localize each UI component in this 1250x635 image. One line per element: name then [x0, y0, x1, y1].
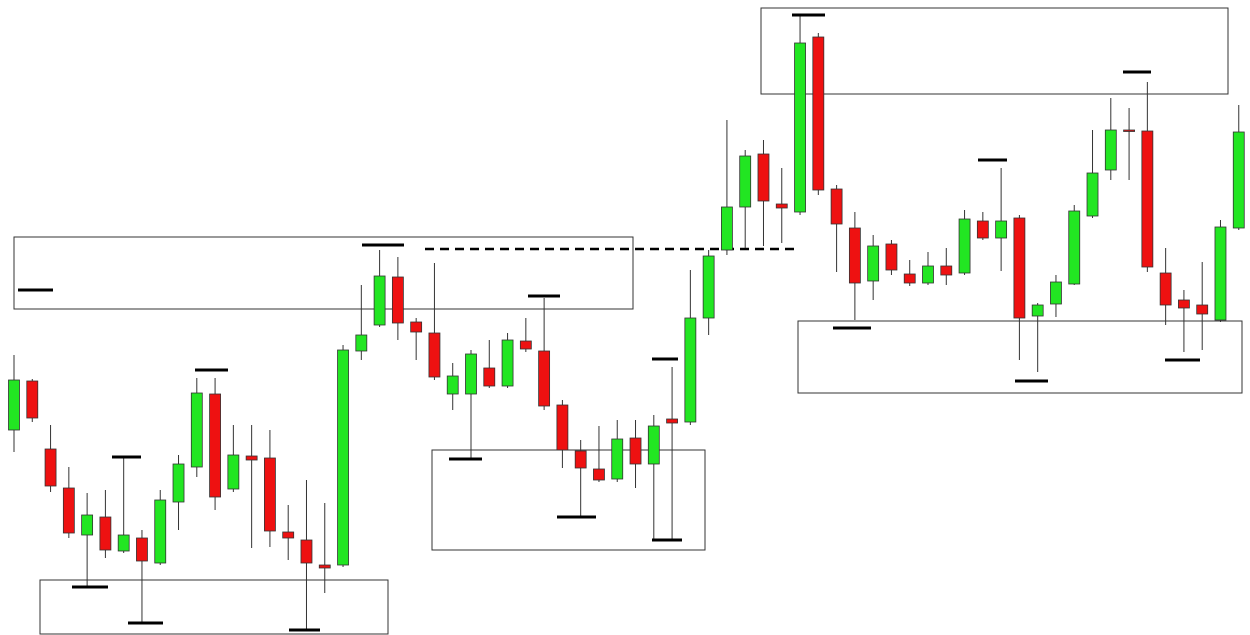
body [1123, 129, 1135, 132]
body [739, 155, 752, 208]
body [1104, 129, 1117, 171]
body [1141, 130, 1154, 268]
zone [760, 7, 1229, 95]
body [885, 243, 898, 271]
body [391, 276, 404, 324]
body [282, 531, 295, 539]
body [117, 534, 130, 552]
zones [13, 7, 1243, 635]
body [702, 255, 715, 319]
body [501, 339, 514, 387]
body [721, 206, 733, 251]
body [830, 188, 843, 225]
zone [797, 320, 1243, 394]
body [1086, 172, 1099, 217]
zone [13, 236, 634, 310]
body [757, 153, 770, 202]
body [666, 418, 678, 424]
body [867, 245, 880, 282]
body [903, 273, 916, 284]
body [556, 404, 569, 451]
body [44, 448, 57, 487]
body [190, 392, 203, 468]
body [958, 218, 971, 274]
body [81, 514, 94, 536]
body [8, 379, 20, 431]
body [300, 539, 313, 564]
body [172, 463, 185, 503]
body [1031, 304, 1044, 317]
body [373, 275, 386, 326]
body [812, 36, 825, 191]
body [684, 317, 697, 423]
body [593, 468, 605, 481]
body [26, 380, 39, 419]
body [922, 265, 934, 284]
body [136, 537, 148, 562]
body [446, 375, 459, 395]
body [337, 349, 349, 566]
body [1013, 217, 1026, 319]
body [976, 220, 989, 239]
body [355, 334, 368, 352]
body [647, 425, 660, 465]
body [227, 454, 240, 490]
body [1214, 226, 1227, 321]
swing-markers [18, 13, 1200, 632]
body [794, 42, 806, 213]
body [318, 564, 331, 569]
body [483, 367, 496, 387]
body [848, 227, 861, 284]
body [1196, 304, 1209, 315]
body [775, 203, 788, 209]
body [1159, 272, 1172, 306]
body [99, 516, 112, 551]
body [154, 499, 167, 564]
body [62, 487, 75, 534]
candles [8, 15, 1245, 630]
body [1232, 131, 1245, 229]
body [629, 437, 642, 465]
body [611, 438, 624, 480]
body [940, 265, 953, 276]
body [209, 393, 221, 498]
zone [431, 449, 706, 551]
body [245, 455, 258, 461]
body [465, 353, 477, 395]
body [428, 332, 441, 378]
body [538, 350, 551, 407]
body [1068, 210, 1081, 285]
body [1178, 299, 1190, 309]
body [574, 450, 587, 469]
body [519, 340, 532, 350]
body [264, 457, 276, 532]
zone [39, 579, 389, 635]
body [995, 220, 1008, 239]
body [410, 321, 423, 333]
body [1050, 281, 1062, 305]
